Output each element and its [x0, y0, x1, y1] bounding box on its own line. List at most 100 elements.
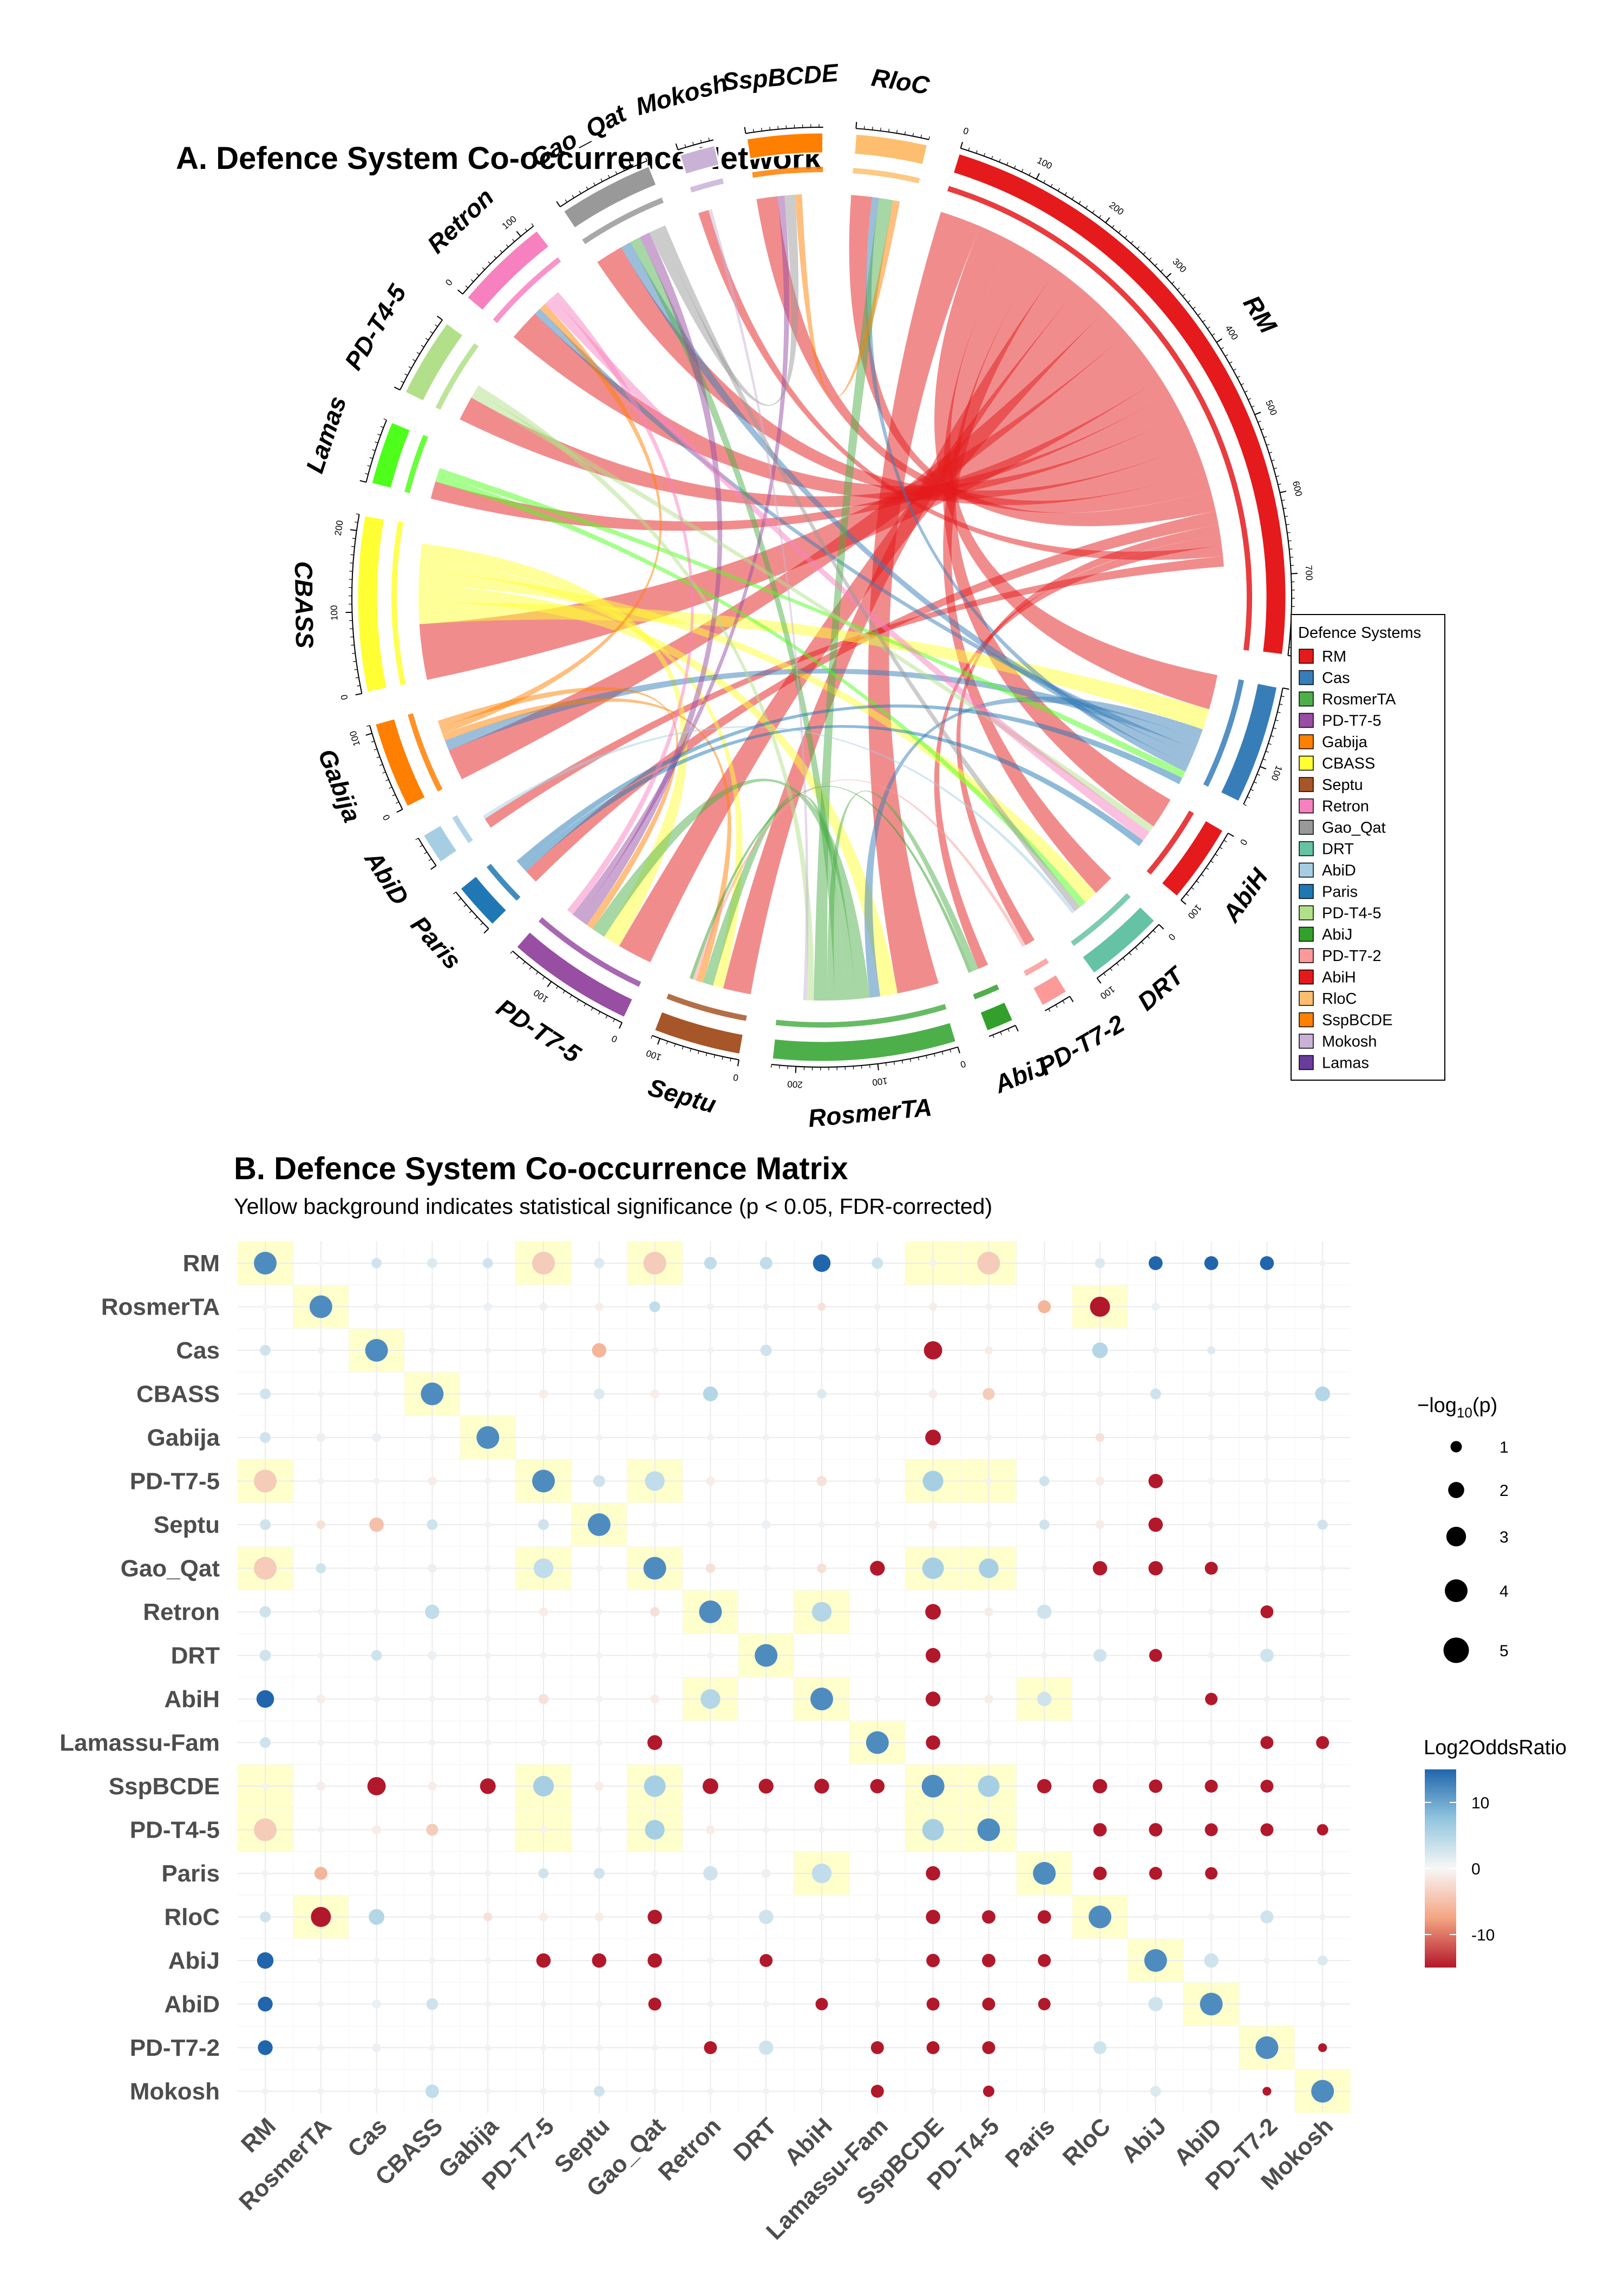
- chord-link-rm-cbass: [419, 333, 1161, 680]
- matrix-dot-rloc-rloc: [1089, 1905, 1111, 1929]
- matrix-dot-rm-pd-t7-2: [1260, 1256, 1274, 1270]
- sector-tick-drt: [1116, 963, 1119, 966]
- matrix-dot-cas-drt: [760, 1344, 772, 1356]
- sector-sspbcde: [745, 132, 824, 160]
- sector-tick-septu: [690, 1048, 692, 1052]
- matrix-dot-faint: [373, 2088, 380, 2095]
- sector-band-abij: [973, 984, 999, 999]
- matrix-dot-abij-rm: [257, 1952, 274, 1969]
- sector-tick-cbass: [352, 652, 356, 654]
- sector-tick-rm: [1071, 196, 1074, 200]
- matrix-dot-pd-t7-2-mokosh: [1318, 2043, 1327, 2053]
- matrix-dot-sspbcde-pd-t7-2: [1260, 1780, 1274, 1793]
- matrix-dot-faint: [1319, 1870, 1326, 1877]
- size-legend-dot-3: [1446, 1526, 1466, 1547]
- sector-tick-lamas: [365, 473, 369, 475]
- matrix-dot-rosmerta-gabija: [483, 1303, 492, 1311]
- sector-tick-septu: [737, 1060, 739, 1067]
- sector-tick-rm: [960, 142, 964, 149]
- matrix-dot-faint: [262, 2088, 269, 2095]
- legend-swatch-cbass: [1299, 755, 1314, 771]
- matrix-dot-septu-mokosh: [1317, 1519, 1328, 1530]
- matrix-dot-drt-pd-t7-2: [1260, 1649, 1274, 1662]
- sector-band-septu: [666, 994, 747, 1021]
- legend-swatch-rosmerta: [1299, 691, 1314, 707]
- matrix-dot-abid-abih: [815, 1997, 828, 2011]
- matrix-dot-gao-qat-abij: [1148, 1561, 1163, 1576]
- matrix-dot-faint: [874, 1957, 881, 1964]
- row-label-rosmerta: RosmerTA: [101, 1294, 220, 1321]
- sector-tick-pd-t7-5: [577, 999, 579, 1003]
- matrix-dot-faint: [484, 2088, 492, 2095]
- sector-tick-retron: [457, 289, 463, 295]
- matrix-dot-faint: [651, 1870, 658, 1877]
- matrix-dot-faint: [1319, 1783, 1326, 1789]
- matrix-dot-faint: [1208, 1739, 1215, 1746]
- matrix-dot-septu-rm: [260, 1519, 271, 1530]
- matrix-dot-paris-rosmerta: [314, 1867, 328, 1880]
- sector-tick-cbass: [354, 669, 358, 670]
- matrix-dot-pd-t4-5-gao-qat: [645, 1820, 665, 1840]
- matrix-dot-gao-qat-pd-t4-5: [979, 1558, 999, 1578]
- matrix-dot-faint: [317, 2088, 324, 2095]
- legend-swatch-rm: [1299, 649, 1314, 664]
- matrix-dot-abid-gao-qat: [648, 1997, 662, 2011]
- matrix-dot-faint: [373, 1696, 380, 1702]
- sector-tick-abid: [424, 852, 428, 854]
- sector-tick-rm: [975, 150, 978, 154]
- matrix-dot-faint: [818, 1521, 825, 1528]
- sector-lamas: [370, 421, 412, 490]
- matrix-dot-faint: [1263, 1434, 1271, 1441]
- sector-tick-rm: [1165, 272, 1172, 278]
- legend-swatch-lamas: [1299, 1055, 1314, 1070]
- sector-tick-cas: [1253, 781, 1257, 783]
- sector-tick-retron: [470, 279, 474, 282]
- matrix-dot-faint: [874, 1478, 881, 1485]
- matrix-dot-faint: [1041, 1739, 1048, 1746]
- sector-tick-pd-t4-5: [404, 373, 408, 376]
- sector-abih: [1160, 819, 1225, 898]
- matrix-dot-mokosh-pd-t4-5: [983, 2086, 994, 2097]
- matrix-dot-rosmerta-sspbcde: [929, 1303, 938, 1311]
- matrix-dot-faint: [429, 1434, 436, 1441]
- matrix-dot-paris-retron: [703, 1866, 718, 1881]
- matrix-dot-sspbcde-abid: [1204, 1780, 1218, 1793]
- matrix-dot-rm-cbass: [427, 1258, 437, 1269]
- legend-swatch-pd-t7-2: [1299, 948, 1314, 963]
- matrix-dot-retron-cbass: [425, 1604, 440, 1619]
- matrix-dot-faint: [429, 2044, 436, 2051]
- matrix-dot-faint: [317, 1652, 324, 1659]
- sector-tick-pd-t4-5: [430, 331, 434, 334]
- legend-swatch-paris: [1299, 884, 1314, 899]
- sector-tick-label-rm: 700: [1304, 565, 1314, 580]
- sector-tick-gao-qat: [586, 186, 588, 190]
- sector-tick-pd-t7-2: [1062, 1000, 1065, 1004]
- chord-link-cbass-cas: [418, 603, 1209, 730]
- legend-swatch-cas: [1299, 670, 1314, 685]
- sector-tick-cas: [1265, 750, 1269, 753]
- row-label-abij: AbiJ: [168, 1948, 220, 1974]
- sector-band-mokosh: [690, 178, 724, 193]
- matrix-dot-faint: [1263, 1521, 1271, 1528]
- matrix-dot-faint: [595, 1434, 603, 1441]
- sector-band-rm: [947, 186, 1252, 651]
- legend-swatch-retron: [1299, 798, 1314, 814]
- sector-tick-rm: [1014, 165, 1016, 169]
- sector-tick-pd-t7-5: [555, 986, 559, 989]
- matrix-dot-faint: [429, 1347, 436, 1354]
- sector-tick-rm: [1171, 281, 1175, 284]
- matrix-dot-drt-sspbcde: [925, 1648, 941, 1663]
- sector-tick-rm: [1248, 398, 1252, 400]
- sector-tick-abih: [1196, 880, 1200, 884]
- matrix-dot-drt-rloc: [1093, 1649, 1106, 1662]
- sector-tick-rm: [1029, 172, 1031, 176]
- sector-pd-t4-5: [403, 322, 465, 403]
- color-legend-label: -10: [1471, 1926, 1495, 1944]
- matrix-dot-mokosh-septu: [593, 2086, 605, 2097]
- matrix-dot-faint: [595, 2001, 603, 2008]
- legend-label-abij: AbiJ: [1322, 926, 1352, 944]
- sector-tick-pd-t4-5: [416, 352, 420, 355]
- matrix-dot-faint: [985, 1478, 992, 1485]
- matrix-dot-faint: [373, 1303, 380, 1310]
- matrix-dot-mokosh-cbass: [425, 2084, 439, 2098]
